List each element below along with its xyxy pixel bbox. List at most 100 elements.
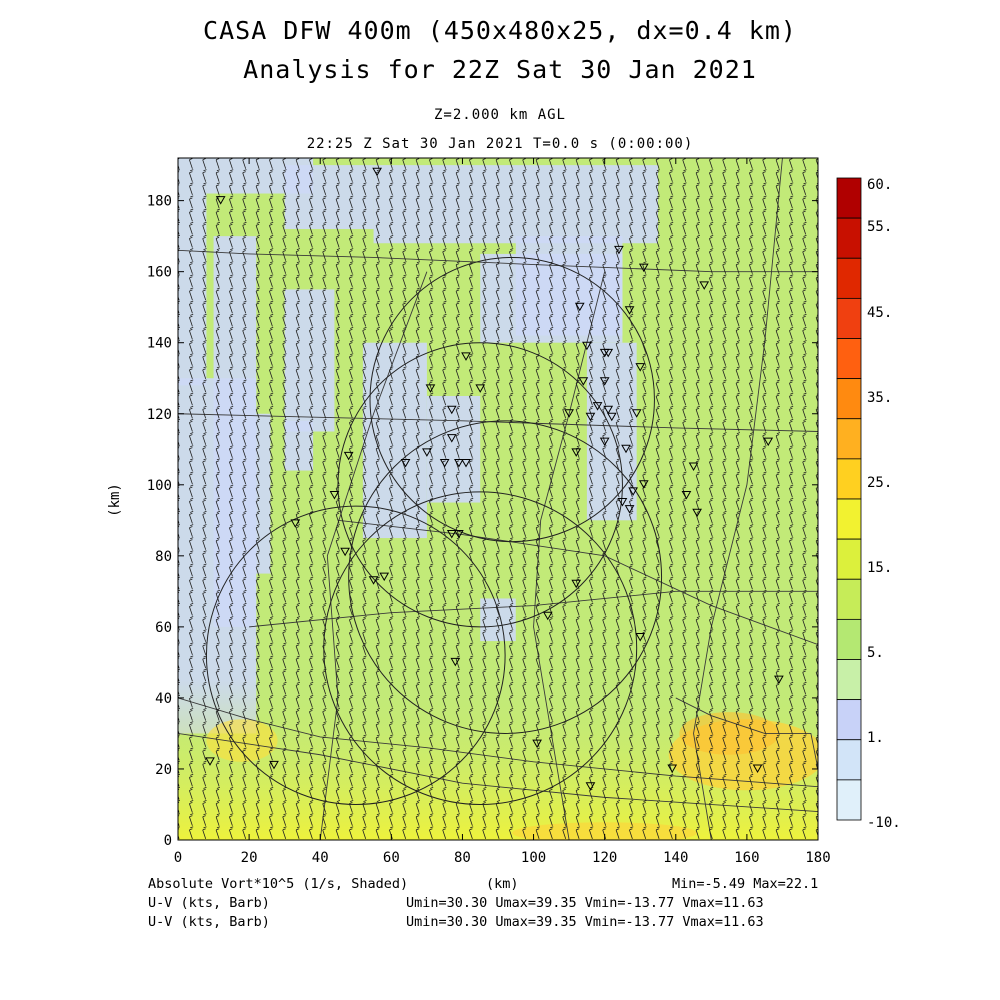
station-marker: [454, 530, 464, 539]
wind-barbs: [178, 158, 818, 840]
field-region-high: [206, 719, 278, 762]
station-marker: [638, 263, 649, 273]
station-marker: [628, 487, 638, 496]
time-label: 22:25 Z Sat 30 Jan 2021 T=0.0 s (0:00:00…: [306, 136, 694, 152]
station-marker: [439, 458, 450, 468]
county-boundary: [249, 590, 818, 628]
station-marker: [752, 764, 763, 773]
plot-frame: [177, 157, 819, 841]
station-marker: [532, 739, 542, 749]
colorbar-label: 60.: [867, 177, 892, 193]
colorbar-swatch: [836, 578, 862, 620]
y-tick-label: 120: [147, 407, 172, 423]
station-marker: [599, 437, 610, 447]
level-label: Z=2.000 km AGL: [433, 107, 566, 123]
station-marker: [617, 498, 628, 507]
station-marker: [681, 490, 692, 500]
station-marker: [343, 451, 354, 461]
colorbar-label: -10.: [867, 815, 901, 831]
station-marker: [635, 363, 646, 372]
station-marker: [475, 384, 486, 393]
station-marker: [774, 675, 784, 685]
colorbar-swatch: [836, 538, 862, 580]
station-marker: [379, 572, 390, 582]
field-region-low: [515, 236, 623, 336]
colorbar-swatch: [836, 458, 862, 500]
station-marker: [372, 167, 382, 177]
x-tick-label: 180: [805, 850, 830, 866]
colorbar-swatch: [836, 338, 862, 380]
station-marker: [692, 508, 702, 518]
station-marker: [631, 409, 642, 418]
station-marker: [446, 530, 457, 539]
station-marker: [606, 412, 617, 422]
x-tick-label: 120: [592, 850, 617, 866]
station-marker: [578, 377, 589, 386]
x-tick-label: 0: [174, 850, 182, 866]
station-marker: [564, 409, 574, 418]
station-marker: [614, 245, 624, 255]
station-markers: [205, 167, 784, 791]
station-marker: [368, 576, 379, 585]
station-marker: [290, 519, 301, 528]
colorbar-label: 25.: [867, 475, 892, 491]
station-marker: [621, 444, 631, 454]
radar-range-rings: [205, 256, 663, 805]
wind-stats-2: Umin=30.30 Umax=39.35 Vmin=-13.77 Vmax=1…: [406, 914, 764, 930]
colorbar-swatch: [836, 217, 862, 259]
y-tick-label: 100: [147, 478, 172, 494]
field-label: Absolute Vort*10^5 (1/s, Shaded): [148, 876, 409, 892]
wind-barb-set: [178, 158, 818, 840]
radar-range-ring: [337, 342, 623, 628]
colorbar-swatch: [836, 779, 862, 821]
station-marker: [205, 757, 215, 766]
y-tick-label: 180: [147, 194, 172, 210]
radar-range-ring: [348, 420, 663, 734]
y-tick-label: 80: [155, 549, 172, 565]
county-boundary: [178, 249, 818, 273]
station-marker: [215, 196, 226, 205]
station-marker: [585, 412, 596, 422]
colorbar: 60. 55. 45. 35. 25. 15. 5. 1. -10.: [836, 177, 901, 831]
county-boundary: [319, 271, 428, 840]
station-marker: [329, 490, 340, 500]
station-marker: [667, 764, 678, 773]
wind-label-1: U-V (kts, Barb): [148, 895, 270, 911]
station-marker: [425, 384, 436, 393]
field-region-low: [284, 165, 374, 230]
station-marker: [269, 760, 279, 770]
x-tick-label: 60: [383, 850, 400, 866]
field-region-low: [373, 165, 658, 244]
x-tick-label: 40: [312, 850, 329, 866]
colorbar-label: 45.: [867, 305, 892, 321]
x-tick-label: 160: [734, 850, 759, 866]
radar-range-ring: [369, 256, 655, 543]
station-marker: [574, 302, 585, 312]
colorbar-swatch: [836, 739, 862, 781]
station-marker: [400, 458, 411, 468]
y-tick-label: 60: [155, 620, 172, 636]
field-region-high: [512, 822, 698, 840]
radar-range-ring: [205, 505, 506, 805]
station-marker: [599, 377, 610, 386]
station-marker: [571, 579, 582, 589]
y-tick-label: 160: [147, 265, 172, 281]
y-tick-label: 0: [164, 833, 172, 849]
colorbar-label: 35.: [867, 390, 892, 406]
station-marker: [603, 405, 614, 415]
field-region-low: [220, 449, 242, 610]
y-axis-label: (km): [107, 483, 123, 517]
y-tick-label: 140: [147, 336, 172, 352]
colorbar-swatch: [836, 177, 862, 219]
colorbar-label: 15.: [867, 560, 892, 576]
station-marker: [542, 611, 553, 621]
station-marker: [603, 348, 614, 358]
station-marker: [638, 480, 649, 489]
colorbar-label: 5.: [867, 645, 884, 661]
station-marker: [454, 458, 464, 468]
x-tick-label: 100: [521, 850, 546, 866]
station-marker: [635, 633, 646, 642]
vorticity-field: [178, 158, 818, 840]
chart-subtitle: Analysis for 22Z Sat 30 Jan 2021: [243, 55, 757, 84]
